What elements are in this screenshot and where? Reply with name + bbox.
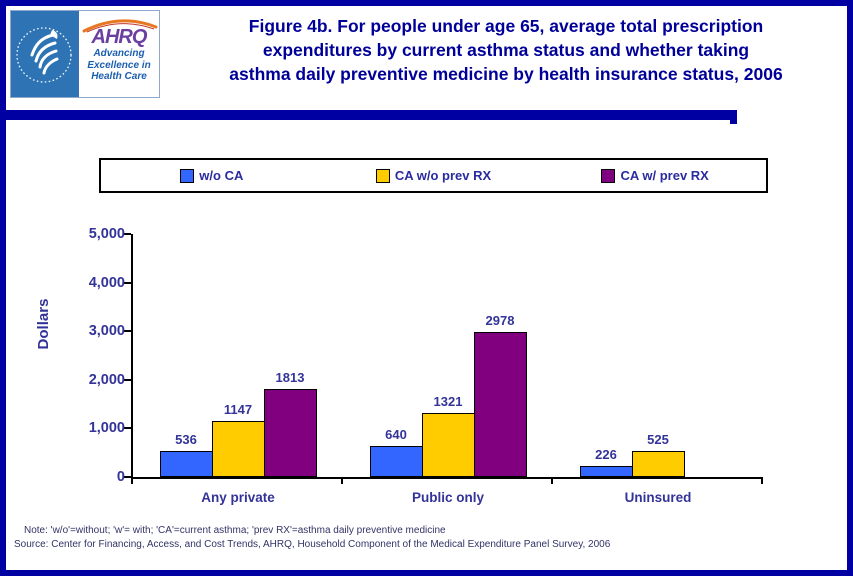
bar xyxy=(264,389,317,477)
y-tick-label: 4,000 xyxy=(88,274,125,291)
ahrq-tagline-line: Health Care xyxy=(91,71,147,82)
y-tick-mark xyxy=(124,233,131,235)
legend-item-label: CA w/ prev RX xyxy=(620,168,709,183)
figure-title-line2: expenditures by current asthma status an… xyxy=(262,40,750,60)
ahrq-logo: AHRQ Advancing Excellence in Health Care xyxy=(77,11,159,97)
x-tick-mark xyxy=(761,479,763,484)
y-tick-label: 0 xyxy=(116,469,125,485)
header-divider-bar xyxy=(6,110,737,120)
y-tick-label: 1,000 xyxy=(88,420,125,437)
legend-swatch-icon xyxy=(601,168,616,183)
bar-value-label: 1813 xyxy=(275,370,305,385)
bar xyxy=(422,413,475,477)
x-tick-mark xyxy=(131,479,133,484)
figure-title-line3: asthma daily preventive medicine by heal… xyxy=(229,64,783,84)
bar xyxy=(160,451,213,477)
bar-value-label: 640 xyxy=(385,427,407,442)
category-label: Uninsured xyxy=(624,490,692,505)
plot-area: 0 1,000 2,000 3,000 4,000 5,000 Any private 536… xyxy=(89,226,763,505)
y-tick-label: 2,000 xyxy=(88,371,125,388)
y-tick-label: 5,000 xyxy=(88,226,125,242)
ahrq-tagline: Advancing Excellence in Health Care xyxy=(79,48,159,83)
hhs-seal-icon xyxy=(11,11,77,97)
bar-value-label: 1321 xyxy=(433,394,463,409)
legend-swatch-icon xyxy=(180,168,195,183)
category-label: Public only xyxy=(411,490,484,505)
legend-swatch-icon xyxy=(375,168,390,183)
ahrq-tagline-line: Excellence in xyxy=(87,59,151,71)
bar xyxy=(370,446,423,477)
category-label: Any private xyxy=(201,490,275,505)
legend-item: CA w/ prev RX xyxy=(544,168,766,183)
ahrq-wordmark: AHRQ xyxy=(91,26,148,48)
legend-item: w/o CA xyxy=(101,168,323,183)
legend-item: CA w/o prev RX xyxy=(323,168,545,183)
bar-value-label: 2978 xyxy=(485,313,515,328)
y-tick-mark xyxy=(124,330,131,333)
bar-value-label: 536 xyxy=(175,432,197,447)
y-axis-line xyxy=(131,234,133,479)
legend-item-label: CA w/o prev RX xyxy=(394,168,492,183)
y-tick-mark xyxy=(124,281,131,284)
hhs-eagle-icon xyxy=(16,27,72,83)
x-tick-mark xyxy=(341,479,343,484)
figure-title-line1: Figure 4b. For people under age 65, aver… xyxy=(248,16,764,36)
footnote-source: Source: Center for Financing, Access, an… xyxy=(14,539,611,550)
x-axis-line xyxy=(131,477,763,479)
agency-logo: AHRQ Advancing Excellence in Health Care xyxy=(10,10,160,98)
ahrq-tagline-line: Advancing xyxy=(93,48,145,59)
figure-title: Figure 4b. For people under age 65, aver… xyxy=(168,14,844,86)
y-tick-label: 3,000 xyxy=(88,323,125,340)
ahrq-arc-icon xyxy=(82,19,158,33)
y-axis-title: Dollars xyxy=(35,298,52,350)
footnote-note: Note: 'w/o'=without; 'w'= with; 'CA'=cur… xyxy=(24,525,446,536)
legend-item-label: w/o CA xyxy=(199,168,244,183)
bar-value-label: 1147 xyxy=(223,402,253,417)
y-tick-mark xyxy=(124,427,131,430)
header-divider-notch xyxy=(730,120,737,124)
bar-value-label: 525 xyxy=(647,432,669,447)
bar xyxy=(474,332,527,477)
chart-legend: w/o CA CA w/o prev RX CA w/ prev RX xyxy=(99,158,768,193)
x-tick-mark xyxy=(551,479,553,484)
bar-value-label: 226 xyxy=(595,447,617,462)
bar xyxy=(632,451,685,477)
y-tick-mark xyxy=(124,378,131,381)
bar xyxy=(580,466,633,477)
bar xyxy=(212,421,265,477)
y-tick-mark xyxy=(124,476,131,478)
